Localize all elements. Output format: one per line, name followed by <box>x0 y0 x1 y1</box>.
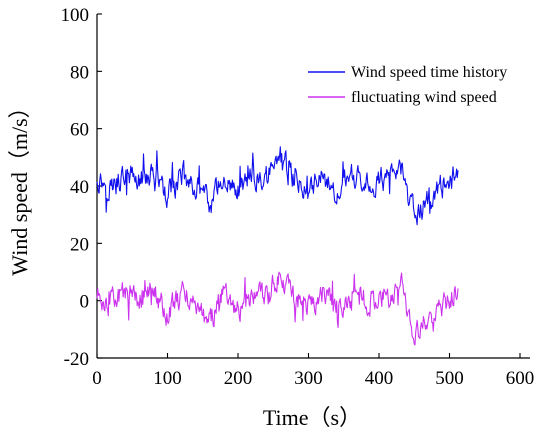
y-tick-label: 0 <box>80 292 90 313</box>
legend-label-fluctuating-wind-speed: fluctuating wind speed <box>351 89 497 106</box>
x-tick-label: 400 <box>365 368 394 389</box>
x-tick-label: 600 <box>506 368 535 389</box>
legend: Wind speed time history fluctuating wind… <box>308 64 507 106</box>
x-tick-label: 200 <box>224 368 253 389</box>
series-line-wind-speed-time-history <box>96 146 459 226</box>
x-tick-label: 300 <box>294 368 323 389</box>
x-tick-label: 0 <box>92 368 102 389</box>
y-tick-label: 100 <box>61 5 90 26</box>
x-tick-label: 100 <box>153 368 182 389</box>
series-line-fluctuating-wind-speed <box>96 271 459 346</box>
y-tick-label: 60 <box>70 120 89 141</box>
y-tick-label: 20 <box>70 234 89 255</box>
y-axis-title: Wind speed（m/s） <box>7 96 32 275</box>
y-tick-label: 40 <box>70 177 89 198</box>
y-tick-label: 80 <box>70 62 89 83</box>
legend-label-wind-speed-time-history: Wind speed time history <box>351 64 507 81</box>
series-layer <box>96 146 459 346</box>
x-axis-title: Time（s） <box>263 405 361 430</box>
y-tick-label: -20 <box>64 349 89 370</box>
x-tick-label: 500 <box>435 368 464 389</box>
